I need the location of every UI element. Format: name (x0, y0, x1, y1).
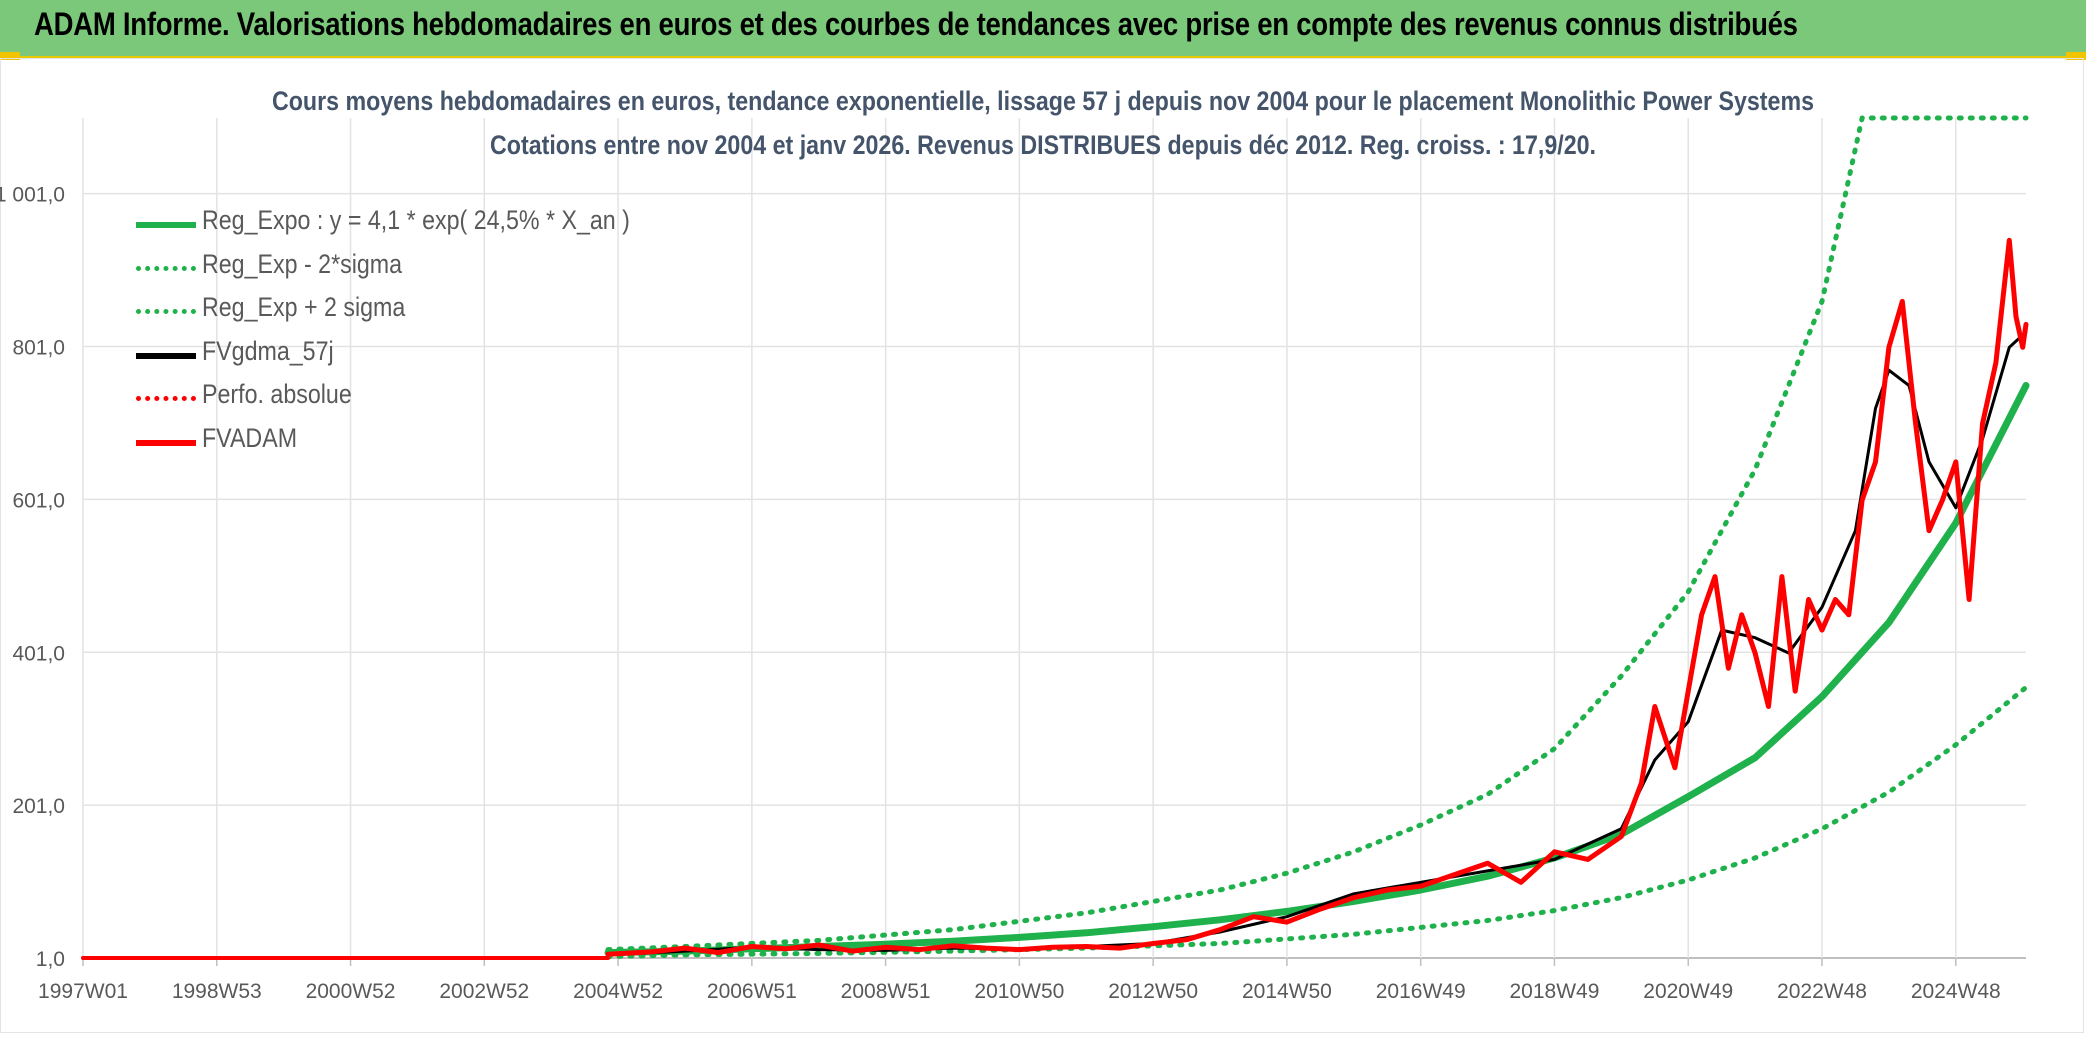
legend-label: Perfo. absolue (202, 379, 352, 410)
corner-marker-top-left (0, 52, 20, 60)
chart-title: Cours moyens hebdomadaires en euros, ten… (271, 86, 1815, 116)
y-tick-label: 801,0 (12, 337, 65, 360)
series-line-0 (604, 382, 2030, 957)
legend-swatch (136, 439, 196, 446)
corner-marker-top-right (2066, 52, 2086, 60)
legend-label: FVgdma_57j (202, 335, 334, 366)
y-tick-label: 201,0 (12, 795, 65, 818)
x-tick-label: 2022W48 (1777, 980, 1867, 1003)
legend-label: Reg_Expo : y = 4,1 * exp( 24,5% * X_an ) (202, 205, 630, 235)
x-tick-label: 2012W50 (1108, 980, 1198, 1003)
y-tick-label: 401,0 (12, 642, 65, 665)
x-tick-label: 2014W50 (1242, 980, 1332, 1003)
x-tick-label: 2024W48 (1911, 980, 2001, 1003)
legend-swatch (136, 309, 196, 315)
report-header: ADAM Informe. Valorisations hebdomadaire… (0, 0, 2086, 58)
legend-label: FVADAM (202, 422, 298, 453)
series-line-2 (605, 115, 2029, 953)
x-tick-label: 2006W51 (707, 980, 797, 1003)
x-tick-label: 2004W52 (573, 980, 663, 1003)
chart-frame (0, 58, 2084, 1033)
x-tick-label: 2018W49 (1510, 980, 1600, 1003)
legend-swatch (136, 265, 196, 271)
series-line-1 (605, 684, 2029, 959)
x-tick-label: 2016W49 (1376, 980, 1466, 1003)
x-tick-label: 2020W49 (1643, 980, 1733, 1003)
y-tick-label: 1 001,0 (0, 184, 65, 207)
legend-label: Reg_Exp + 2 sigma (202, 292, 406, 323)
x-tick-label: 1997W01 (38, 980, 128, 1003)
report-title: ADAM Informe. Valorisations hebdomadaire… (34, 6, 1798, 42)
y-tick-label: 1,0 (36, 948, 65, 971)
series-line-5 (605, 237, 2029, 957)
x-tick-label: 2002W52 (439, 980, 529, 1003)
legend-swatch (136, 396, 196, 402)
x-tick-label: 2000W52 (306, 980, 396, 1003)
x-tick-label: 2010W50 (974, 980, 1064, 1003)
x-tick-label: 2008W51 (841, 980, 931, 1003)
chart-subtitle: Cotations entre nov 2004 et janv 2026. R… (490, 130, 1596, 160)
legend-label: Reg_Exp - 2*sigma (202, 248, 403, 279)
x-tick-label: 1998W53 (172, 980, 262, 1003)
y-tick-label: 601,0 (12, 489, 65, 512)
legend-swatch (136, 352, 196, 359)
legend-swatch (136, 222, 196, 228)
